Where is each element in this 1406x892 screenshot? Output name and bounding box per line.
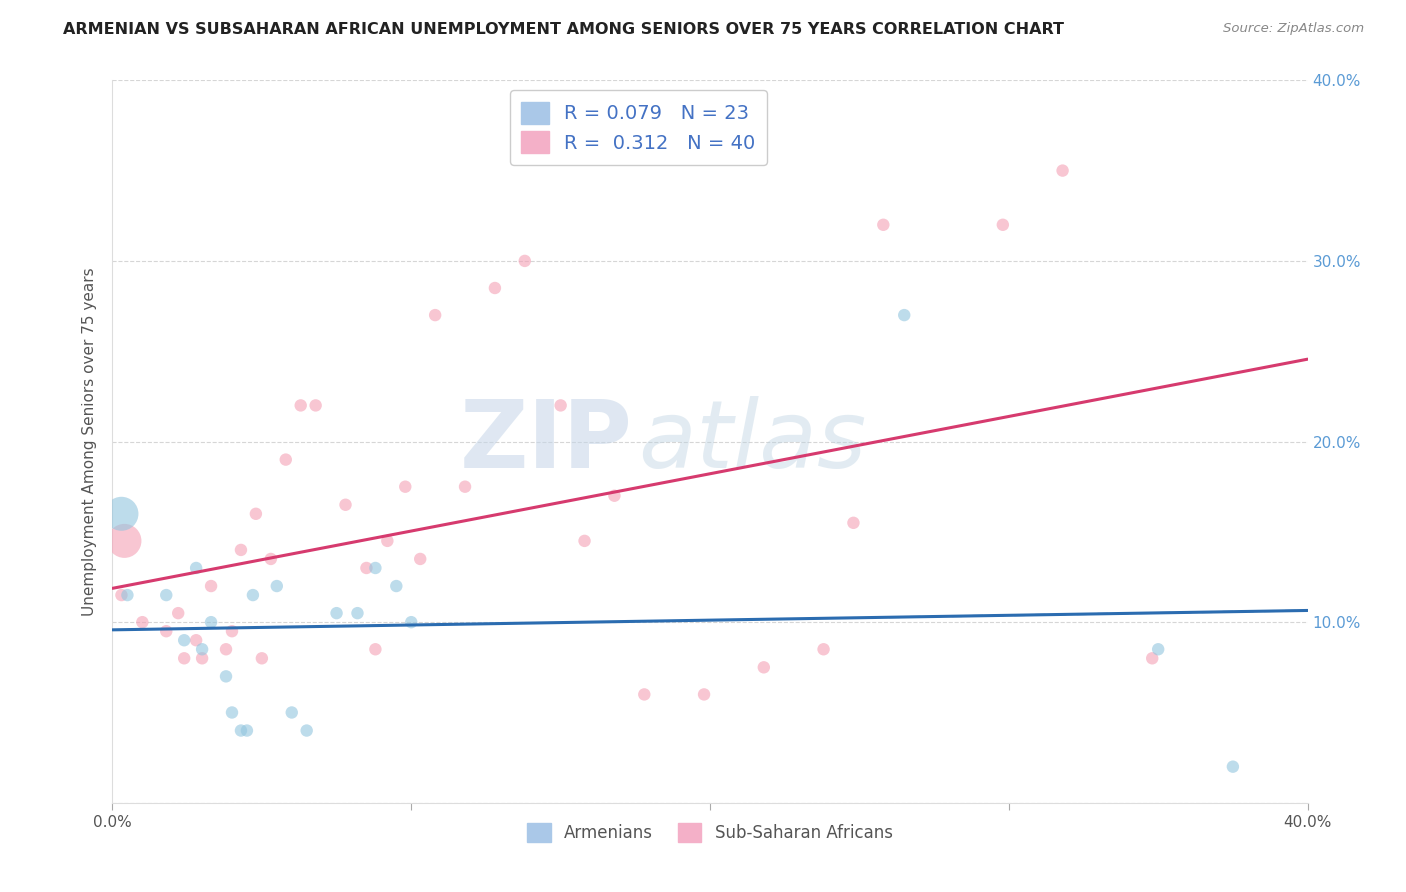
Point [394,480,416,494]
Point [290,398,312,412]
Point [114,533,135,548]
Point [425,308,447,322]
Point [1052,163,1074,178]
Point [173,633,195,648]
Point [260,552,283,566]
Point [513,254,536,268]
Point [385,579,408,593]
Point [1142,651,1164,665]
Point [200,579,222,593]
Point [991,218,1014,232]
Point [215,642,238,657]
Point [221,624,243,639]
Point [1147,642,1170,657]
Point [484,281,506,295]
Point [752,660,775,674]
Point [633,687,655,701]
Point [155,588,177,602]
Point [842,516,865,530]
Point [274,452,297,467]
Point [186,633,208,648]
Text: ARMENIAN VS SUBSAHARAN AFRICAN UNEMPLOYMENT AMONG SENIORS OVER 75 YEARS CORRELAT: ARMENIAN VS SUBSAHARAN AFRICAN UNEMPLOYM… [63,22,1064,37]
Point [364,642,387,657]
Point [236,723,259,738]
Point [266,579,288,593]
Point [215,669,238,683]
Point [335,498,357,512]
Point [550,398,572,412]
Point [131,615,153,630]
Point [281,706,304,720]
Point [305,398,328,412]
Point [603,489,626,503]
Point [250,651,273,665]
Text: Source: ZipAtlas.com: Source: ZipAtlas.com [1223,22,1364,36]
Point [229,723,252,738]
Point [191,642,214,657]
Point [346,606,368,620]
Point [167,606,190,620]
Point [364,561,387,575]
Text: atlas: atlas [638,396,866,487]
Point [155,624,177,639]
Y-axis label: Unemployment Among Seniors over 75 years: Unemployment Among Seniors over 75 years [82,268,97,615]
Point [401,615,423,630]
Point [221,706,243,720]
Point [1222,760,1244,774]
Point [117,588,139,602]
Point [325,606,347,620]
Point [191,651,214,665]
Point [110,588,132,602]
Point [813,642,835,657]
Point [245,507,267,521]
Point [186,561,208,575]
Point [409,552,432,566]
Point [229,542,252,557]
Legend: Armenians, Sub-Saharan Africans: Armenians, Sub-Saharan Africans [520,816,900,848]
Point [893,308,915,322]
Point [110,507,132,521]
Point [693,687,716,701]
Point [295,723,318,738]
Text: ZIP: ZIP [460,395,633,488]
Point [454,480,477,494]
Point [356,561,378,575]
Point [173,651,195,665]
Point [377,533,399,548]
Point [242,588,264,602]
Point [574,533,596,548]
Point [872,218,894,232]
Point [200,615,222,630]
